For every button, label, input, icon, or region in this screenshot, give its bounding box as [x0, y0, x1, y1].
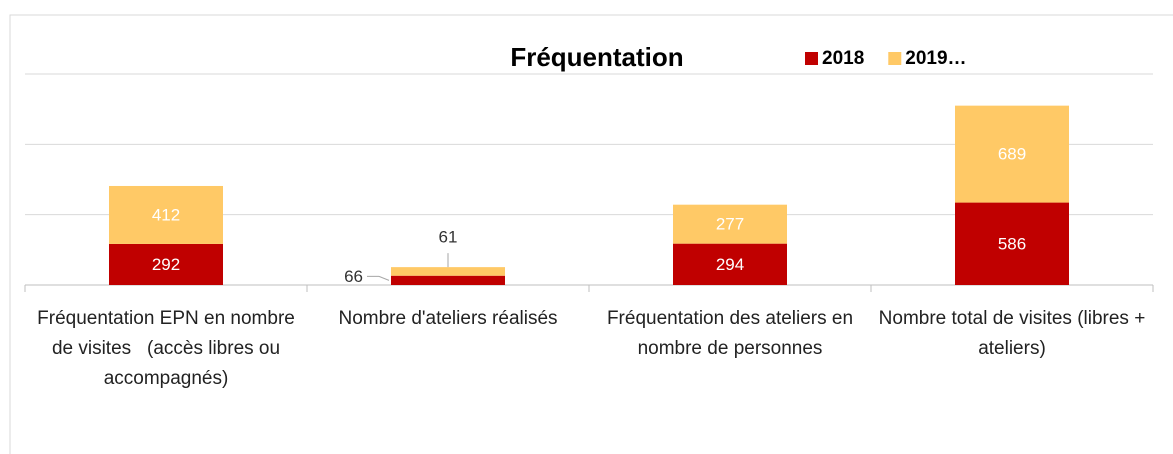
data-label: 689 — [998, 145, 1026, 164]
leader-line — [378, 275, 390, 281]
data-label: 294 — [716, 255, 744, 274]
x-tick-label: Fréquentation EPN en nombre de visites (… — [37, 308, 301, 389]
bar-segment — [955, 105, 1069, 203]
x-tick-label: Fréquentation des ateliers en nombre de … — [606, 308, 859, 359]
bar-segment — [673, 204, 787, 244]
chart-border — [9, 14, 1173, 454]
legend-swatch — [805, 52, 818, 65]
bar-segment — [391, 267, 505, 276]
data-label: 66 — [344, 267, 363, 286]
data-label: 61 — [439, 228, 458, 247]
x-tick-label: Nombre total de visites (libres + atelie… — [878, 308, 1151, 359]
bar-segment — [391, 275, 505, 285]
data-label: 412 — [152, 205, 180, 224]
chart-title: Fréquentation — [510, 42, 683, 72]
bar-segment — [955, 202, 1069, 285]
x-tick-label: Nombre d'ateliers réalisés — [338, 308, 558, 329]
data-label: 292 — [152, 255, 180, 274]
bar-segment — [673, 243, 787, 285]
legend-label: 2018 — [822, 48, 864, 69]
legend-label: 2019… — [905, 48, 966, 69]
data-label: 586 — [998, 234, 1026, 253]
legend-swatch — [888, 52, 902, 65]
bar-segment — [109, 243, 223, 285]
data-label: 277 — [716, 215, 744, 234]
bar-segment — [109, 185, 223, 244]
